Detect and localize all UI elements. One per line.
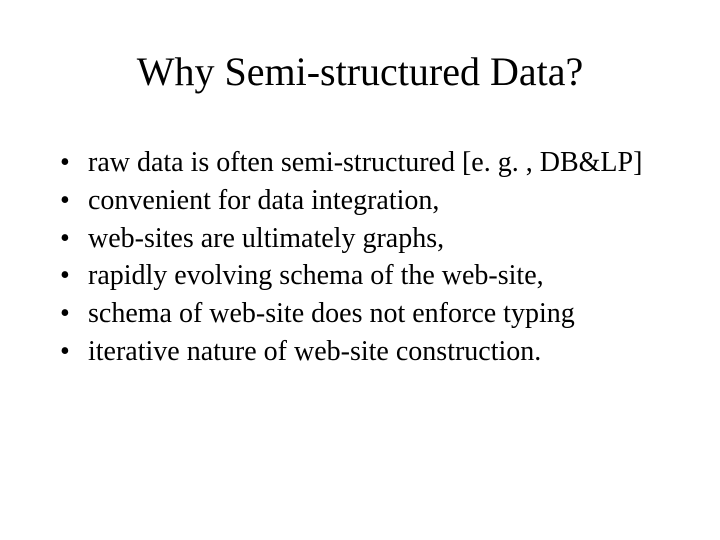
slide: Why Semi-structured Data? raw data is of… <box>0 0 720 540</box>
bullet-list: raw data is often semi-structured [e. g.… <box>60 144 670 371</box>
bullet-text: raw data is often semi-structured [e. g.… <box>88 147 642 178</box>
bullet-text: rapidly evolving schema of the web-site, <box>88 260 544 291</box>
list-item: raw data is often semi-structured [e. g.… <box>60 144 670 182</box>
list-item: iterative nature of web-site constructio… <box>60 333 670 371</box>
list-item: rapidly evolving schema of the web-site, <box>60 257 670 295</box>
slide-title: Why Semi-structured Data? <box>50 50 670 94</box>
list-item: schema of web-site does not enforce typi… <box>60 295 670 333</box>
bullet-text: web-sites are ultimately graphs, <box>88 223 444 254</box>
bullet-text: iterative nature of web-site constructio… <box>88 336 541 367</box>
bullet-text: convenient for data integration, <box>88 185 439 216</box>
bullet-text: schema of web-site does not enforce typi… <box>88 298 575 329</box>
list-item: convenient for data integration, <box>60 182 670 220</box>
list-item: web-sites are ultimately graphs, <box>60 220 670 258</box>
